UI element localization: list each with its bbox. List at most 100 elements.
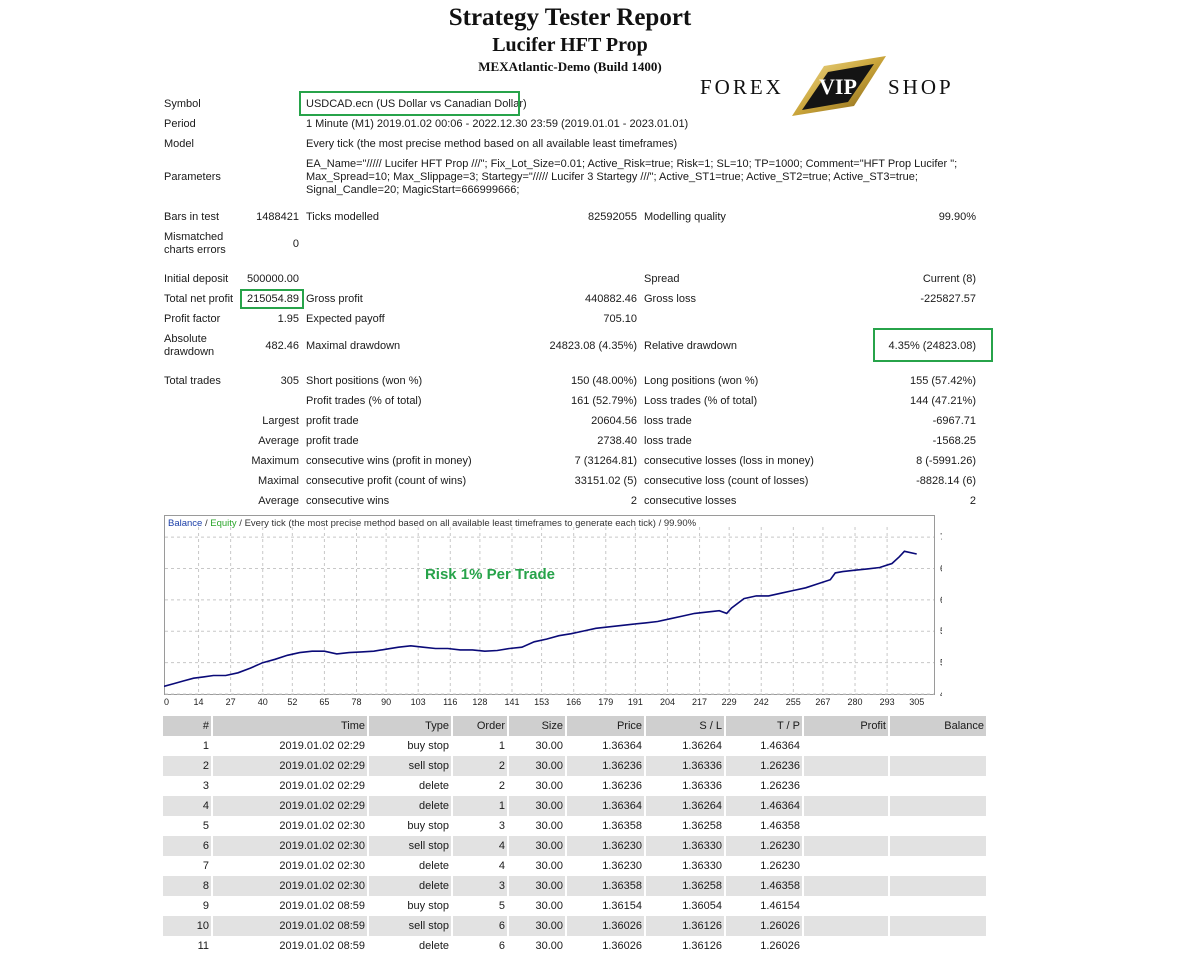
- x-tick-label: 116: [443, 697, 457, 707]
- table-row: 1 2019.01.02 02:29 buy stop 1 30.00 1.36364 1.…: [163, 736, 986, 756]
- x-tick-label: 40: [258, 697, 268, 707]
- col-tp-cell: 1.46358: [726, 876, 802, 896]
- chart-legend: Balance / Equity / Every tick (the most …: [168, 518, 697, 529]
- col-sl-cell: 1.36126: [682, 940, 722, 952]
- col-type-cell: buy stop: [407, 900, 449, 912]
- x-tick-label: 255: [786, 697, 801, 707]
- col-sl-cell: 1.36054: [682, 900, 722, 912]
- x-tick-label: 0: [164, 697, 169, 707]
- col-sl-cell: 1.36258: [682, 820, 722, 832]
- loss-trades-label: Loss trades (% of total): [644, 395, 758, 407]
- col-tp-cell: 1.26230: [726, 836, 802, 856]
- col-profit-header: Profit: [804, 716, 888, 736]
- col-number-cell: 6: [163, 836, 211, 856]
- period-label: Period: [164, 118, 196, 130]
- col-number-cell: 5: [202, 820, 209, 832]
- bars-value: 1488421: [256, 211, 299, 223]
- col-profit-cell: [804, 836, 888, 856]
- x-tick-label: 191: [628, 697, 643, 707]
- col-order-cell: 1: [453, 796, 507, 816]
- col-time-cell: 2019.01.02 02:29: [279, 740, 365, 752]
- maximal-drawdown-value: 24823.08 (4.35%): [549, 340, 637, 352]
- largest-profit-label: profit trade: [306, 415, 359, 427]
- col-order-header: Order: [453, 716, 507, 736]
- parameters-line-1: EA_Name="///// Lucifer HFT Prop ///"; Fi…: [306, 158, 958, 170]
- col-order-cell: 4: [453, 836, 507, 856]
- absolute-drawdown-label-1: Absolute: [164, 333, 207, 345]
- max-consecutive-losses-label: consecutive losses (loss in money): [644, 455, 814, 467]
- ea-name: Lucifer HFT Prop: [492, 34, 648, 56]
- col-number-cell: 7: [202, 860, 209, 872]
- col-time-cell: 2019.01.02 02:29: [213, 796, 367, 816]
- col-size-cell: 30.00: [535, 940, 563, 952]
- largest-loss-label: loss trade: [644, 415, 692, 427]
- col-type-cell: delete: [419, 860, 449, 872]
- short-positions-label: Short positions (won %): [306, 375, 423, 387]
- average-profit-label: profit trade: [306, 435, 359, 447]
- y-axis-ticks: 721058 674568 628078 581588 535098 488608: [940, 532, 942, 699]
- col-profit-cell: [804, 796, 888, 816]
- col-tp-header: T / P: [726, 716, 802, 736]
- col-tp-cell: 1.46154: [760, 900, 800, 912]
- net-profit-value: 215054.89: [247, 293, 299, 305]
- x-tick-label: 141: [504, 697, 519, 707]
- col-profit-cell: [804, 916, 888, 936]
- x-tick-label: 280: [848, 697, 863, 707]
- total-trades-value: 305: [280, 375, 299, 387]
- long-positions-value: 155 (57.42%): [909, 375, 976, 387]
- y-tick-label: 721058: [940, 532, 942, 542]
- col-profit-cell: [804, 936, 888, 956]
- col-balance-cell: [890, 796, 986, 816]
- net-profit-label: Total net profit: [164, 293, 234, 305]
- col-time-header: Time: [213, 716, 367, 736]
- col-type-cell: buy stop: [407, 740, 449, 752]
- col-type-cell: delete: [419, 940, 449, 952]
- deposit-value: 500000.00: [247, 273, 299, 285]
- col-profit-cell: [804, 876, 888, 896]
- y-tick-label: 581588: [940, 626, 942, 636]
- largest-profit-value: 20604.56: [591, 415, 637, 427]
- x-tick-label: 229: [722, 697, 737, 707]
- maximal-label: Maximal: [258, 475, 299, 487]
- logo-word-vip: VIP: [819, 74, 857, 99]
- relative-drawdown-value: 4.35% (24823.08): [888, 340, 976, 352]
- col-profit-cell: [804, 856, 888, 876]
- col-balance-cell: [890, 836, 986, 856]
- col-price-cell: 1.36358: [602, 820, 642, 832]
- x-tick-label: 179: [598, 697, 613, 707]
- col-price-cell: 1.36236: [567, 756, 644, 776]
- col-type-cell: buy stop: [407, 820, 449, 832]
- col-tp-cell: 1.26026: [726, 916, 802, 936]
- bars-label: Bars in test: [164, 211, 220, 223]
- col-balance-cell: [890, 876, 986, 896]
- legend-description: / Every tick (the most precise method ba…: [237, 518, 697, 529]
- col-balance-header: Balance: [890, 716, 986, 736]
- col-balance-cell: [890, 756, 986, 776]
- col-price-cell: 1.36236: [602, 780, 642, 792]
- parameters-line-2: Max_Spread=10; Max_Slippage=3; Startegy=…: [306, 171, 918, 183]
- profit-factor-value: 1.95: [277, 313, 299, 325]
- max-consecutive-wins-value: 7 (31264.81): [574, 455, 637, 467]
- average-consecutive-wins-label: consecutive wins: [306, 495, 390, 507]
- col-size-cell: 30.00: [509, 916, 565, 936]
- col-balance-cell: [890, 896, 986, 916]
- col-order-cell: 3: [498, 820, 505, 832]
- col-type-cell: delete: [419, 780, 449, 792]
- ticks-label: Ticks modelled: [306, 211, 379, 223]
- col-time-cell: 2019.01.02 08:59: [213, 916, 367, 936]
- col-number-cell: 10: [163, 916, 211, 936]
- col-size-cell: 30.00: [509, 836, 565, 856]
- col-price-cell: 1.36026: [602, 940, 642, 952]
- x-tick-label: 305: [909, 697, 924, 707]
- average-label: Average: [258, 435, 299, 447]
- col-size-cell: 30.00: [535, 900, 563, 912]
- forex-vip-shop-logo: FOREX VIP SHOP: [700, 54, 962, 120]
- x-tick-label: 166: [566, 697, 581, 707]
- legend-separator: /: [202, 518, 210, 529]
- ticks-value: 82592055: [588, 211, 637, 223]
- y-tick-label: 628078: [940, 595, 942, 605]
- col-price-cell: 1.36026: [567, 916, 644, 936]
- x-tick-label: 267: [815, 697, 830, 707]
- spread-label: Spread: [644, 273, 680, 285]
- deposit-label: Initial deposit: [164, 273, 229, 285]
